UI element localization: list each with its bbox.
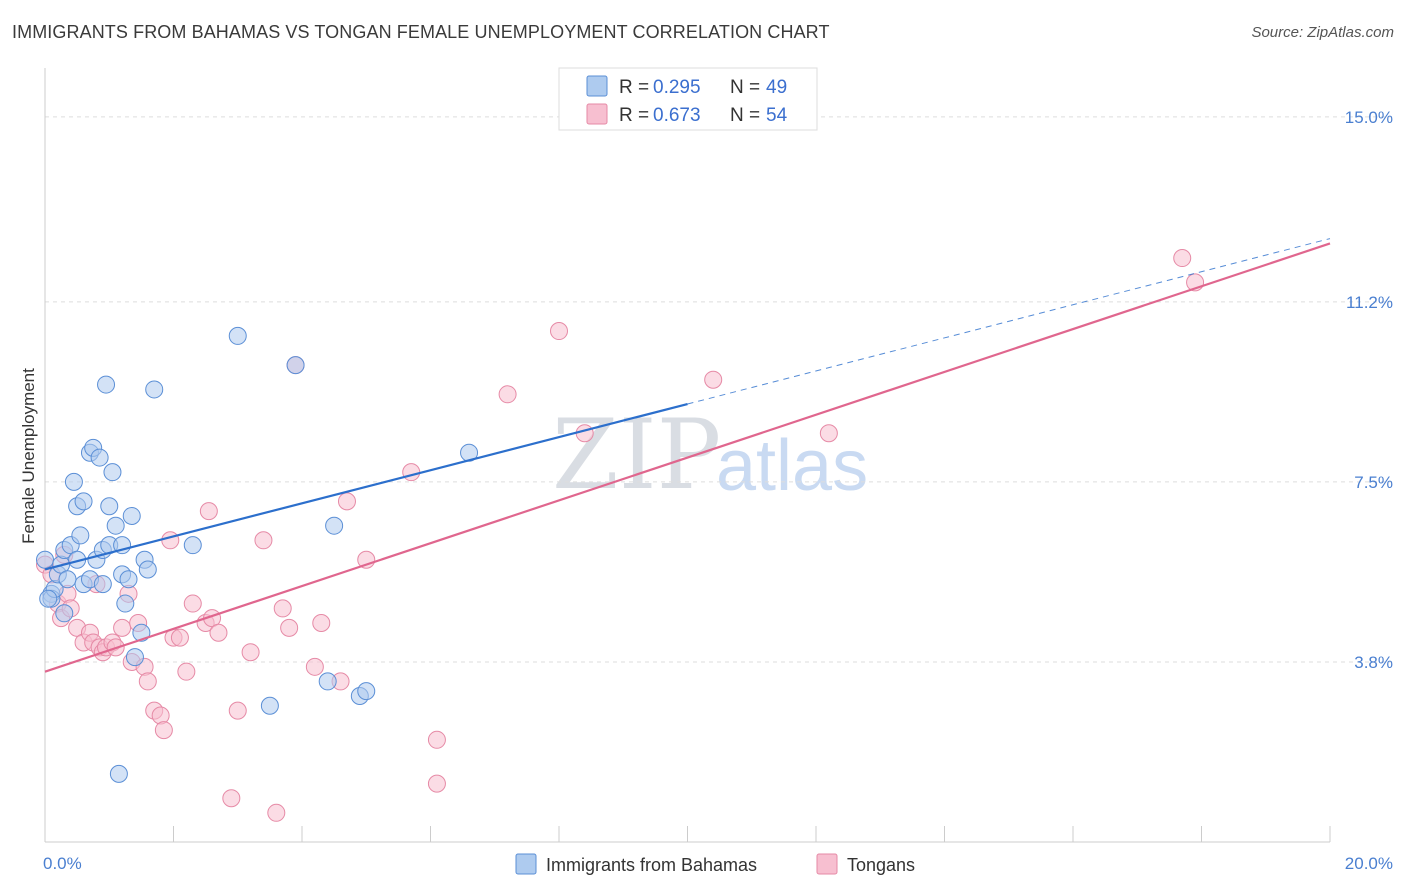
data-point-tongans bbox=[305, 657, 324, 676]
data-point-tongans bbox=[550, 322, 568, 341]
data-point-tongans bbox=[498, 385, 517, 404]
gridlines bbox=[45, 116, 1392, 663]
data-point-tongans bbox=[222, 789, 241, 808]
data-point-bahamas bbox=[97, 375, 116, 394]
trend-line-bahamas bbox=[44, 402, 688, 571]
x-tick-label: 20.0% bbox=[1345, 854, 1393, 873]
data-point-tongans bbox=[113, 618, 132, 637]
legend-n-label: N = bbox=[730, 77, 760, 98]
data-point-tongans bbox=[337, 492, 356, 511]
data-point-tongans bbox=[1173, 249, 1192, 268]
y-tick-label: 11.2% bbox=[1346, 293, 1393, 312]
data-point-bahamas bbox=[125, 648, 144, 667]
data-point-bahamas bbox=[145, 380, 164, 399]
legend-swatch-blue bbox=[586, 75, 608, 97]
legend-r-label: R = bbox=[619, 105, 649, 126]
data-point-bahamas bbox=[318, 672, 337, 691]
data-point-bahamas bbox=[228, 326, 247, 345]
data-point-tongans bbox=[254, 531, 273, 550]
data-point-bahamas bbox=[71, 526, 90, 545]
data-point-tongans bbox=[228, 701, 247, 720]
data-point-tongans bbox=[241, 643, 260, 662]
data-point-bahamas bbox=[109, 764, 128, 783]
data-point-tongans bbox=[209, 623, 228, 642]
legend-r-value: 0.673 bbox=[653, 105, 701, 126]
legend-r-value: 0.295 bbox=[653, 77, 701, 98]
y-tick-label: 7.5% bbox=[1354, 473, 1393, 492]
chart-title: IMMIGRANTS FROM BAHAMAS VS TONGAN FEMALE… bbox=[12, 22, 830, 42]
data-point-tongans bbox=[177, 662, 196, 681]
data-point-tongans bbox=[273, 599, 292, 618]
data-point-bahamas bbox=[103, 463, 122, 482]
data-point-tongans bbox=[154, 721, 173, 740]
data-point-bahamas bbox=[116, 594, 135, 613]
data-point-bahamas bbox=[138, 560, 157, 579]
trend-line-bahamas-extension bbox=[687, 238, 1331, 405]
trend-lines bbox=[44, 238, 1331, 673]
data-point-tongans bbox=[819, 424, 838, 443]
data-point-bahamas bbox=[183, 536, 202, 555]
data-point-tongans bbox=[280, 618, 299, 637]
data-point-tongans bbox=[267, 803, 286, 822]
data-point-tongans bbox=[199, 502, 218, 521]
legend-r-label: R = bbox=[619, 77, 649, 98]
data-point-bahamas bbox=[260, 696, 279, 715]
data-point-bahamas bbox=[64, 472, 83, 491]
data-point-tongans bbox=[138, 672, 157, 691]
legend-n-value: 54 bbox=[766, 105, 788, 126]
data-point-bahamas bbox=[100, 497, 119, 516]
data-point-bahamas bbox=[286, 356, 305, 375]
legend-swatch-pink bbox=[586, 103, 608, 125]
data-point-bahamas bbox=[122, 506, 141, 525]
axes bbox=[44, 68, 1331, 843]
data-point-bahamas bbox=[93, 575, 112, 594]
y-tick-label: 15.0% bbox=[1345, 108, 1393, 127]
data-point-bahamas bbox=[36, 550, 54, 569]
legend-n-value: 49 bbox=[766, 77, 787, 98]
data-point-bahamas bbox=[55, 604, 74, 623]
legend: R = 0.295 N = 49 R = 0.673 N = 54 bbox=[558, 67, 818, 131]
data-point-bahamas bbox=[119, 570, 138, 589]
data-point-tongans bbox=[427, 774, 446, 793]
data-point-tongans bbox=[170, 628, 189, 647]
tick-labels: 3.8% 7.5% 11.2% 15.0% 0.0% 20.0% bbox=[43, 108, 1393, 873]
data-point-tongans bbox=[151, 706, 170, 725]
bottom-legend-swatch-blue bbox=[515, 853, 537, 875]
series-bahamas-points bbox=[36, 326, 479, 783]
series-tongans-points bbox=[36, 249, 1205, 822]
watermark-atlas: atlas bbox=[716, 426, 868, 506]
chart-source: Source: ZipAtlas.com bbox=[1251, 24, 1394, 41]
data-point-tongans bbox=[575, 424, 594, 443]
data-point-tongans bbox=[427, 730, 446, 749]
y-axis-label: Female Unemployment bbox=[19, 368, 38, 544]
data-point-bahamas bbox=[90, 448, 109, 467]
data-point-bahamas bbox=[106, 516, 125, 535]
legend-n-label: N = bbox=[730, 105, 760, 126]
data-point-tongans bbox=[704, 370, 723, 389]
data-point-tongans bbox=[161, 531, 180, 550]
trend-line-tongans bbox=[44, 242, 1331, 673]
y-tick-label: 3.8% bbox=[1354, 653, 1393, 672]
bottom-legend: Immigrants from Bahamas Tongans bbox=[515, 853, 915, 875]
data-point-tongans bbox=[312, 614, 331, 633]
data-point-bahamas bbox=[39, 589, 58, 608]
data-point-bahamas bbox=[357, 682, 376, 701]
data-point-tongans bbox=[402, 463, 421, 482]
data-point-bahamas bbox=[58, 570, 77, 589]
x-tick-label: 0.0% bbox=[43, 854, 82, 873]
data-point-tongans bbox=[183, 594, 202, 613]
data-point-bahamas bbox=[325, 516, 344, 535]
data-point-bahamas bbox=[74, 492, 93, 511]
bottom-legend-swatch-pink bbox=[816, 853, 838, 875]
bottom-legend-tongans: Tongans bbox=[847, 855, 915, 875]
bottom-legend-bahamas: Immigrants from Bahamas bbox=[546, 855, 757, 875]
